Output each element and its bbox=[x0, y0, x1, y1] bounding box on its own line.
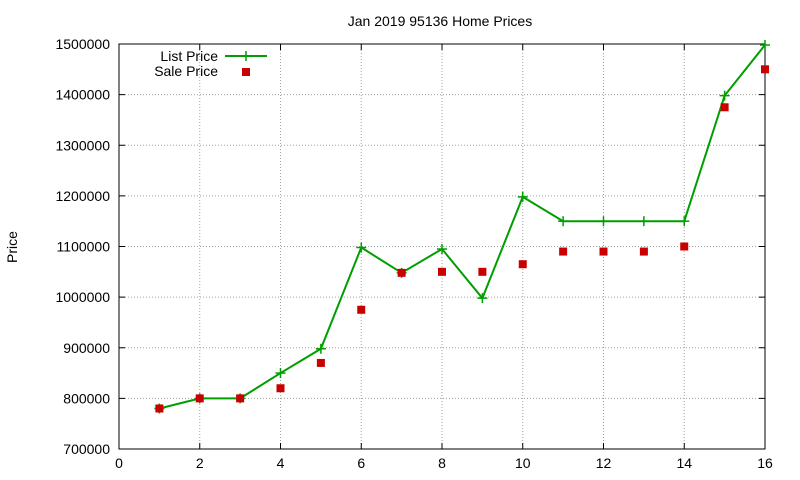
list-price-point bbox=[558, 216, 569, 227]
x-tick-label: 12 bbox=[596, 455, 612, 471]
x-tick-label: 0 bbox=[115, 455, 123, 471]
y-tick-labels: 700000 800000 900000 1000000 1100000 1200000 1… bbox=[55, 36, 110, 457]
legend-marker-list-price bbox=[241, 51, 251, 61]
y-tick-label: 1500000 bbox=[55, 36, 110, 52]
list-price-point bbox=[638, 216, 649, 227]
x-tick-labels: 0 2 4 6 8 10 12 14 16 bbox=[115, 455, 773, 471]
sale-price-point bbox=[518, 260, 527, 269]
x-tick-label: 8 bbox=[438, 455, 446, 471]
y-tick-label: 1300000 bbox=[55, 137, 110, 153]
x-tick-label: 16 bbox=[757, 455, 773, 471]
list-price-point bbox=[315, 343, 326, 354]
sale-price-point bbox=[720, 103, 729, 112]
list-price-point bbox=[598, 216, 609, 227]
y-tick-label: 1000000 bbox=[55, 289, 110, 305]
list-price-point bbox=[477, 293, 488, 304]
y-tick-label: 1100000 bbox=[57, 239, 111, 255]
list-price-point bbox=[437, 244, 447, 255]
y-tick-label: 900000 bbox=[63, 340, 110, 356]
sale-price-point bbox=[680, 242, 689, 251]
list-price-point bbox=[275, 368, 286, 379]
list-price-point bbox=[517, 191, 528, 202]
x-tick-label: 2 bbox=[196, 455, 204, 471]
y-tick-label: 1400000 bbox=[55, 87, 110, 103]
y-tick-label: 1200000 bbox=[55, 188, 110, 204]
sale-price-point bbox=[761, 65, 769, 74]
chart-title: Jan 2019 95136 Home Prices bbox=[348, 13, 532, 29]
list-price-point bbox=[719, 90, 730, 101]
x-tick-label: 14 bbox=[676, 455, 692, 471]
legend: List Price Sale Price bbox=[154, 48, 267, 79]
sale-price-point bbox=[639, 247, 648, 256]
list-price-point bbox=[679, 216, 690, 227]
x-tick-label: 4 bbox=[277, 455, 285, 471]
sale-price-point bbox=[599, 247, 608, 256]
y-tick-label: 800000 bbox=[63, 390, 110, 406]
sale-price-point bbox=[438, 267, 446, 276]
list-price-point bbox=[356, 242, 367, 253]
legend-label-sale-price: Sale Price bbox=[154, 63, 218, 79]
sale-price-point bbox=[478, 267, 487, 276]
sale-price-point bbox=[357, 305, 366, 314]
sale-price-point bbox=[397, 268, 406, 277]
sale-price-point bbox=[276, 384, 285, 393]
sale-price-point bbox=[559, 247, 568, 256]
axis-ticks bbox=[118, 43, 766, 450]
sale-price-point bbox=[236, 394, 245, 403]
sale-price-point bbox=[316, 358, 325, 367]
sale-price-point bbox=[155, 404, 164, 413]
series-layer bbox=[154, 40, 770, 414]
legend-marker-sale-price bbox=[242, 68, 250, 76]
y-axis-label: Price bbox=[4, 231, 20, 263]
list-price-point bbox=[760, 40, 770, 51]
x-tick-label: 10 bbox=[515, 455, 531, 471]
legend-label-list-price: List Price bbox=[160, 48, 218, 64]
list-price-line bbox=[159, 44, 766, 410]
x-tick-label: 6 bbox=[357, 455, 365, 471]
y-tick-label: 700000 bbox=[63, 441, 110, 457]
sale-price-point bbox=[195, 394, 204, 403]
